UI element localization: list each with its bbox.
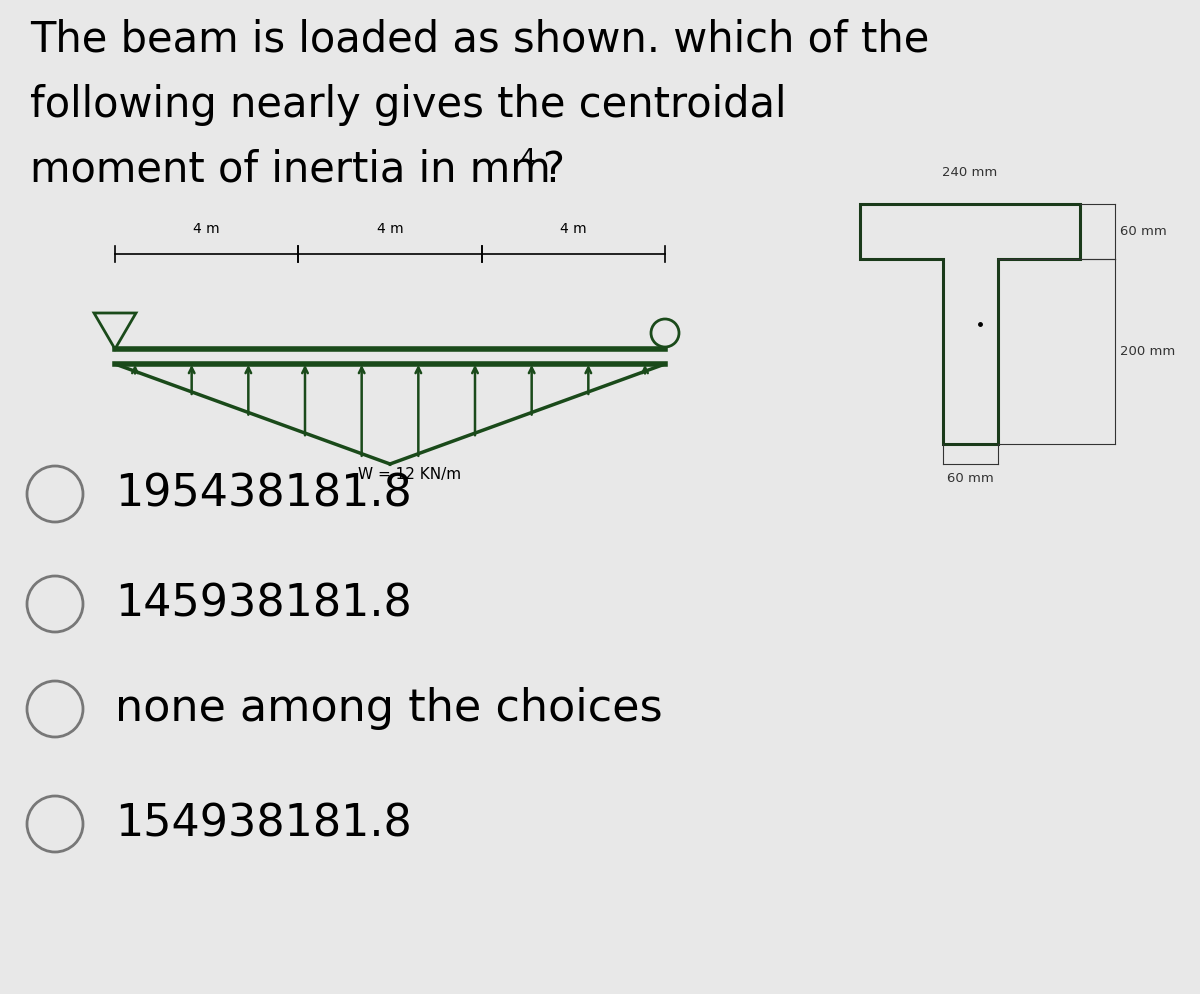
Text: none among the choices: none among the choices xyxy=(115,688,662,731)
Text: 195438181.8: 195438181.8 xyxy=(115,472,412,516)
Text: 154938181.8: 154938181.8 xyxy=(115,802,412,846)
Text: ?: ? xyxy=(542,149,564,191)
Text: 60 mm: 60 mm xyxy=(947,472,994,485)
Text: 240 mm: 240 mm xyxy=(942,166,997,179)
Text: 4: 4 xyxy=(520,147,536,171)
Text: 4 m: 4 m xyxy=(560,222,587,236)
Text: moment of inertia in mm: moment of inertia in mm xyxy=(30,149,551,191)
Text: 200 mm: 200 mm xyxy=(1120,345,1175,358)
Text: 4 m: 4 m xyxy=(193,222,220,236)
Text: 60 mm: 60 mm xyxy=(1120,225,1166,238)
Text: 4 m: 4 m xyxy=(377,222,403,236)
Text: W = 12 KN/m: W = 12 KN/m xyxy=(359,467,462,482)
Text: following nearly gives the centroidal: following nearly gives the centroidal xyxy=(30,84,786,126)
Text: 145938181.8: 145938181.8 xyxy=(115,582,412,625)
Text: The beam is loaded as shown. which of the: The beam is loaded as shown. which of th… xyxy=(30,19,929,61)
